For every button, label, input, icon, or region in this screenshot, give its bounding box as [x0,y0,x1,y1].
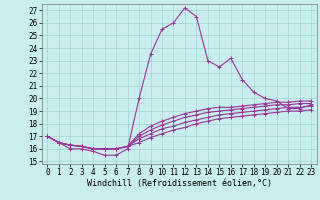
X-axis label: Windchill (Refroidissement éolien,°C): Windchill (Refroidissement éolien,°C) [87,179,272,188]
